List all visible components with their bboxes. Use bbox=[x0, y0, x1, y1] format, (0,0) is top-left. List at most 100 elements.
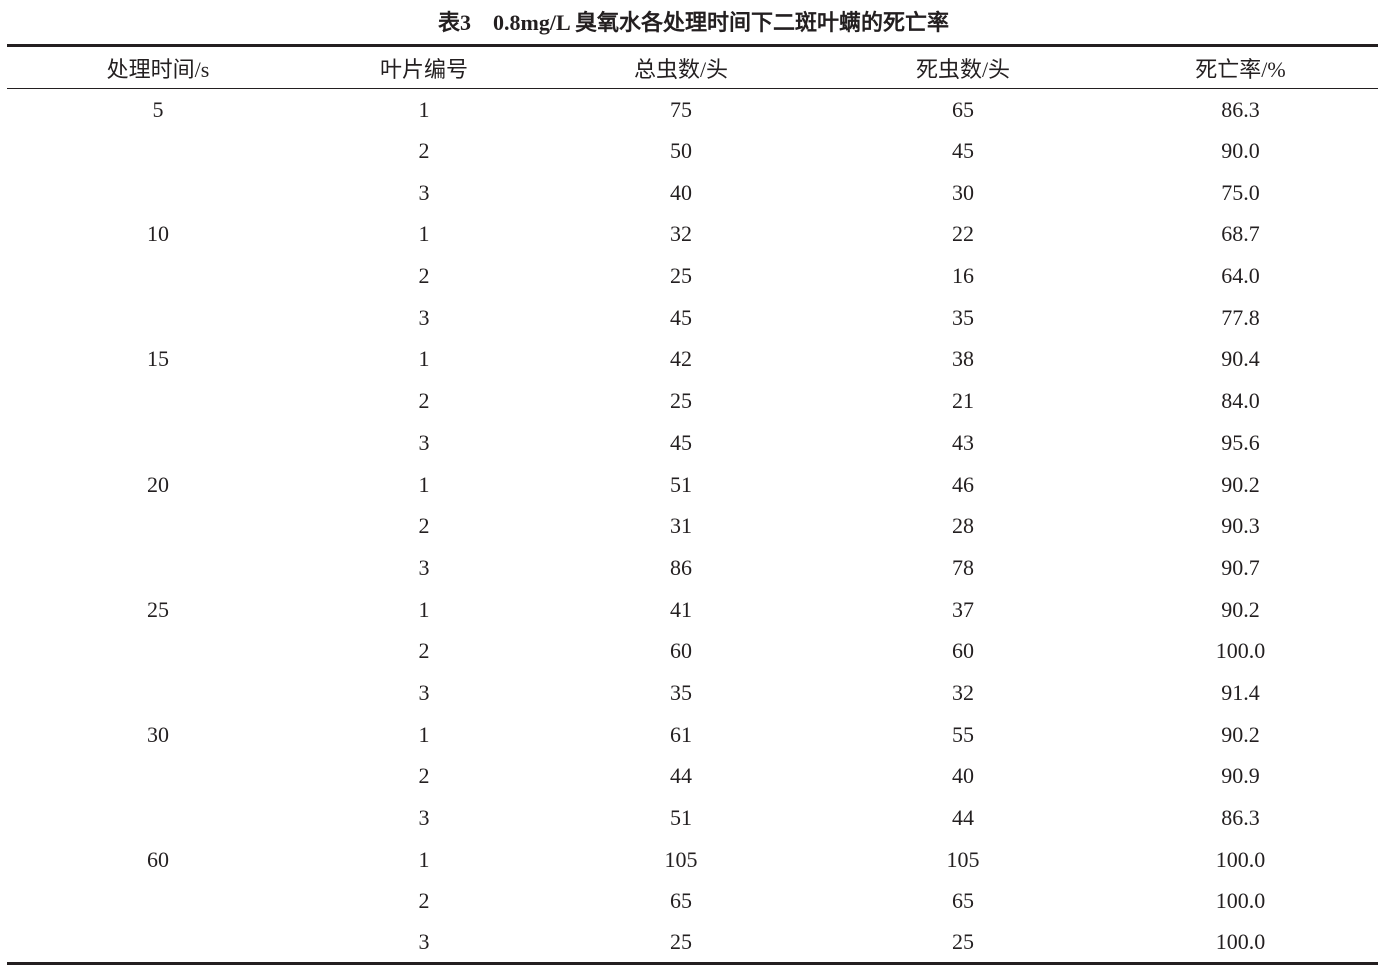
table-row: 3 40 30 75.0 bbox=[7, 172, 1378, 214]
table-row: 2 25 16 64.0 bbox=[7, 255, 1378, 297]
table-row: 3 86 78 90.7 bbox=[7, 547, 1378, 589]
cell-total: 45 bbox=[670, 429, 692, 455]
cell-dead: 105 bbox=[946, 846, 980, 872]
cell-total: 32 bbox=[670, 221, 692, 247]
cell-total: 25 bbox=[670, 263, 692, 289]
cell-dead: 30 bbox=[952, 179, 974, 205]
cell-dead: 40 bbox=[952, 763, 974, 789]
cell-time bbox=[7, 130, 309, 172]
cell-time: 30 bbox=[147, 721, 169, 747]
cell-dead: 38 bbox=[952, 346, 974, 372]
cell-mortality: 90.2 bbox=[1221, 721, 1260, 747]
cell-dead: 65 bbox=[952, 888, 974, 914]
cell-mortality: 90.4 bbox=[1221, 346, 1260, 372]
cell-dead: 21 bbox=[952, 388, 974, 414]
cell-total: 61 bbox=[670, 721, 692, 747]
cell-dead: 28 bbox=[952, 513, 974, 539]
table-row: 3 45 35 77.8 bbox=[7, 297, 1378, 339]
table-row: 20 1 51 46 90.2 bbox=[7, 464, 1378, 506]
cell-dead: 16 bbox=[952, 263, 974, 289]
cell-leaf-id: 2 bbox=[418, 763, 430, 789]
cell-total: 105 bbox=[664, 846, 698, 872]
cell-time bbox=[7, 922, 309, 966]
cell-dead: 46 bbox=[952, 471, 974, 497]
cell-leaf-id: 1 bbox=[418, 221, 430, 247]
cell-leaf-id: 3 bbox=[418, 179, 430, 205]
cell-total: 65 bbox=[670, 888, 692, 914]
cell-time bbox=[7, 380, 309, 422]
cell-time: 20 bbox=[147, 471, 169, 497]
table-row: 10 1 32 22 68.7 bbox=[7, 214, 1378, 256]
cell-total: 35 bbox=[670, 679, 692, 705]
cell-total: 40 bbox=[670, 179, 692, 205]
table-row: 30 1 61 55 90.2 bbox=[7, 714, 1378, 756]
cell-leaf-id: 3 bbox=[418, 304, 430, 330]
table-row: 2 65 65 100.0 bbox=[7, 881, 1378, 923]
cell-leaf-id: 1 bbox=[418, 596, 430, 622]
cell-mortality: 100.0 bbox=[1215, 888, 1266, 914]
cell-dead: 37 bbox=[952, 596, 974, 622]
cell-total: 75 bbox=[670, 96, 692, 122]
cell-leaf-id: 1 bbox=[418, 471, 430, 497]
cell-leaf-id: 2 bbox=[418, 638, 430, 664]
cell-total: 42 bbox=[670, 346, 692, 372]
cell-dead: 65 bbox=[952, 96, 974, 122]
cell-mortality: 86.3 bbox=[1221, 96, 1260, 122]
cell-dead: 43 bbox=[952, 429, 974, 455]
cell-time bbox=[7, 881, 309, 923]
table-row: 25 1 41 37 90.2 bbox=[7, 589, 1378, 631]
cell-time bbox=[7, 505, 309, 547]
cell-leaf-id: 1 bbox=[418, 346, 430, 372]
cell-time bbox=[7, 255, 309, 297]
cell-time bbox=[7, 672, 309, 714]
cell-dead: 25 bbox=[823, 922, 1103, 966]
table-row: 3 51 44 86.3 bbox=[7, 797, 1378, 839]
cell-mortality: 84.0 bbox=[1221, 388, 1260, 414]
cell-leaf-id: 3 bbox=[418, 679, 430, 705]
cell-total: 31 bbox=[670, 513, 692, 539]
cell-mortality: 90.2 bbox=[1221, 596, 1260, 622]
header-row: 处理时间/s 叶片编号 总虫数/头 死虫数/头 死亡率/% bbox=[7, 44, 1378, 89]
cell-total: 50 bbox=[670, 138, 692, 164]
table-row: 2 25 21 84.0 bbox=[7, 380, 1378, 422]
table-row: 3 25 25 100.0 bbox=[7, 922, 1378, 966]
table-row: 60 1 105 105 100.0 bbox=[7, 839, 1378, 881]
cell-total: 45 bbox=[670, 304, 692, 330]
cell-mortality: 90.2 bbox=[1221, 471, 1260, 497]
table-row: 3 45 43 95.6 bbox=[7, 422, 1378, 464]
cell-leaf-id: 2 bbox=[418, 388, 430, 414]
header-total: 总虫数/头 bbox=[539, 44, 823, 89]
header-time: 处理时间/s bbox=[7, 44, 309, 89]
cell-dead: 35 bbox=[952, 304, 974, 330]
cell-total: 51 bbox=[670, 805, 692, 831]
cell-leaf-id: 1 bbox=[418, 721, 430, 747]
table-row: 15 1 42 38 90.4 bbox=[7, 339, 1378, 381]
cell-leaf-id: 1 bbox=[418, 96, 430, 122]
cell-dead: 44 bbox=[952, 805, 974, 831]
cell-time: 60 bbox=[147, 846, 169, 872]
cell-time: 25 bbox=[147, 596, 169, 622]
cell-mortality: 90.0 bbox=[1221, 138, 1260, 164]
cell-leaf-id: 3 bbox=[418, 805, 430, 831]
table-row: 2 31 28 90.3 bbox=[7, 505, 1378, 547]
cell-time: 10 bbox=[147, 221, 169, 247]
cell-total: 41 bbox=[670, 596, 692, 622]
cell-total: 25 bbox=[539, 922, 823, 966]
cell-total: 86 bbox=[670, 554, 692, 580]
cell-total: 51 bbox=[670, 471, 692, 497]
cell-dead: 32 bbox=[952, 679, 974, 705]
cell-dead: 55 bbox=[952, 721, 974, 747]
table-number: 表3 bbox=[438, 10, 472, 35]
cell-time: 5 bbox=[152, 96, 164, 122]
cell-leaf-id: 1 bbox=[418, 846, 430, 872]
cell-time bbox=[7, 797, 309, 839]
cell-total: 25 bbox=[670, 388, 692, 414]
cell-time bbox=[7, 630, 309, 672]
table-row: 2 50 45 90.0 bbox=[7, 130, 1378, 172]
table-row: 2 60 60 100.0 bbox=[7, 630, 1378, 672]
cell-time bbox=[7, 756, 309, 798]
header-leaf-id: 叶片编号 bbox=[309, 44, 539, 89]
cell-mortality: 100.0 bbox=[1103, 922, 1378, 966]
cell-leaf-id: 2 bbox=[418, 513, 430, 539]
cell-mortality: 90.7 bbox=[1221, 554, 1260, 580]
